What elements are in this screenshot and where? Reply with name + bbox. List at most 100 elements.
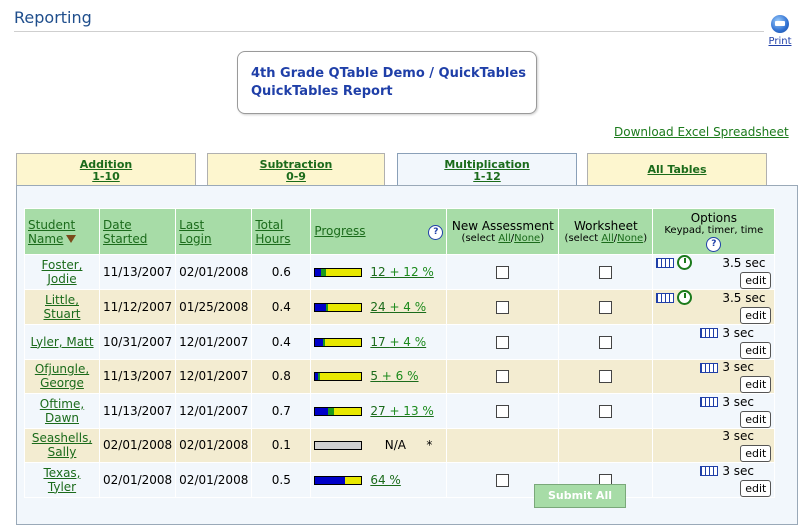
new-assessment-checkbox[interactable] [496,266,510,279]
student-name-link[interactable]: Ofjungle, George [34,362,90,391]
last-login-cell: 12/01/2007 [175,393,253,429]
new-assessment-checkbox[interactable] [496,370,510,384]
progress-bar-learning [320,269,327,276]
student-name-link[interactable]: Lyler, Matt [30,334,94,349]
progress-link[interactable]: 17 + 4 % [370,334,427,349]
progress-bar-mastered [315,476,345,484]
header-options: Options Keypad, timer, time ? [652,208,776,255]
sort-total-hours-link[interactable]: Total Hours [255,217,291,246]
edit-options-button[interactable]: edit [740,376,772,393]
progress-link[interactable]: 5 + 6 % [370,369,419,384]
print-link[interactable]: Print [768,36,792,47]
new-assessment-checkbox[interactable] [496,404,510,418]
time-limit: 3 sec [722,429,755,443]
tab-multiplication-label[interactable]: Multiplication [444,158,530,171]
last-login-cell: 02/01/2008 [175,254,253,290]
header-student-name[interactable]: Student Name [24,208,100,255]
tab-subtraction-label[interactable]: Subtraction [259,158,333,171]
keypad-icon [700,362,719,373]
total-hours-cell: 0.7 [251,393,312,429]
header-progress[interactable]: Progress ? [310,208,448,255]
worksheet-checkbox[interactable] [599,266,613,279]
edit-options-button[interactable]: edit [740,341,772,359]
keypad-icon [700,328,719,338]
worksheet-select-all[interactable]: All [601,232,614,244]
progress-link[interactable]: 27 + 13 % [370,403,434,418]
sort-last-login-link[interactable]: Last Login [179,217,212,246]
header-date-started[interactable]: Date Started [98,208,177,255]
worksheet-select-none[interactable]: None [617,232,644,244]
worksheet-select: (select All/None) [564,232,648,244]
student-name-link[interactable]: Oftime, Dawn [39,396,85,425]
sort-progress-link[interactable]: Progress [314,223,366,238]
worksheet-checkbox[interactable] [599,301,613,314]
header-new-assessment: New Assessment (select All/None) [446,208,560,255]
print-control[interactable]: Print [765,15,795,47]
tab-multiplication[interactable]: Multiplication 1-12 [397,153,577,186]
edit-options-button[interactable]: edit [740,272,772,289]
edit-options-button[interactable]: edit [740,479,772,497]
student-name-link[interactable]: Foster, Jodie [41,258,83,286]
options-help-icon[interactable]: ? [706,237,722,252]
worksheet-cell [558,324,654,360]
new-assessment-checkbox[interactable] [496,335,510,349]
table-row: Foster, Jodie 11/13/2007 02/01/2008 0.6 12 + … [24,254,776,290]
tab-all-tables[interactable]: All Tables [587,153,767,185]
new-assessment-select-all[interactable]: All [498,232,511,244]
tab-subtraction[interactable]: Subtraction 0-9 [207,153,385,185]
download-excel-link[interactable]: Download Excel Spreadsheet [614,125,789,139]
new-assessment-select-none[interactable]: None [514,232,541,244]
submit-all-button[interactable]: Submit All [534,484,626,508]
edit-options-button[interactable]: edit [740,445,772,462]
tab-all-tables-label[interactable]: All Tables [647,163,707,176]
table-row: Oftime, Dawn 11/13/2007 12/01/2007 0.7 27 + 1… [24,393,776,429]
sort-student-name-link[interactable]: Student Name [28,217,76,246]
sort-date-started-link[interactable]: Date Started [103,217,148,246]
edit-options-button[interactable]: edit [740,307,772,324]
tab-addition-range[interactable]: 1-10 [92,170,120,183]
student-name-link[interactable]: Little, Stuart [43,293,81,321]
progress-bar-learning [317,373,321,381]
progress-link[interactable]: 64 % [370,472,401,487]
student-name-link[interactable]: Texas, Tyler [43,465,81,494]
worksheet-checkbox[interactable] [599,370,613,384]
worksheet-checkbox[interactable] [599,404,613,418]
report-title-box: 4th Grade QTable Demo / QuickTables Quic… [237,51,537,114]
total-hours-cell: 0.6 [251,254,312,290]
progress-text: N/A [384,438,406,453]
header-total-hours[interactable]: Total Hours [251,208,312,255]
progress-bar-mastered [315,304,327,311]
student-name-cell: Little, Stuart [24,289,100,325]
progress-cell: 12 + 12 % [310,254,448,290]
worksheet-checkbox[interactable] [599,335,613,349]
progress-link[interactable]: 12 + 12 % [370,265,434,279]
options-sub: Keypad, timer, time ? [656,225,771,252]
keypad-icon [700,466,719,476]
header-last-login[interactable]: Last Login [175,208,253,255]
student-name-link[interactable]: Seashells, Sally [31,431,93,460]
progress-bar-mastered [315,338,324,346]
tab-addition-label[interactable]: Addition [79,158,133,171]
progress-bar-mastered [315,269,321,276]
table-header-row: Student Name Date Started Last Login Total H… [24,208,776,255]
options-cell: 3 sec edit [652,462,776,498]
progress-bar [314,303,363,312]
time-limit: 3 sec [722,325,755,340]
new-assessment-checkbox[interactable] [496,301,510,314]
time-limit: 3 sec [722,360,755,374]
options-cell: 3.5 sec edit [652,289,776,325]
sort-descending-icon[interactable] [66,235,77,243]
date-started-cell: 10/31/2007 [98,324,177,360]
new-assessment-checkbox[interactable] [496,473,510,487]
progress-bar [314,441,363,451]
tab-multiplication-range[interactable]: 1-12 [473,170,501,183]
progress-link[interactable]: 24 + 4 % [370,300,427,314]
tab-subtraction-range[interactable]: 0-9 [286,170,306,183]
time-limit: 3 sec [722,394,755,409]
print-icon[interactable] [771,15,789,33]
edit-options-button[interactable]: edit [740,410,772,428]
tab-addition[interactable]: Addition 1-10 [16,153,196,185]
progress-bar-mastered [315,407,328,415]
progress-help-icon[interactable]: ? [428,224,444,240]
progress-na-mark: * [426,438,433,453]
